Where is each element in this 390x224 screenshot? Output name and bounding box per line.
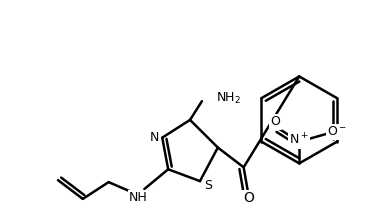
Text: O: O [271,115,280,128]
Text: O: O [243,191,254,205]
Text: N: N [150,131,159,144]
Text: N$^+$: N$^+$ [289,132,309,147]
Text: O$^-$: O$^-$ [327,125,347,138]
Text: NH: NH [129,192,148,205]
Text: NH$_2$: NH$_2$ [216,91,241,106]
Text: S: S [204,179,212,192]
